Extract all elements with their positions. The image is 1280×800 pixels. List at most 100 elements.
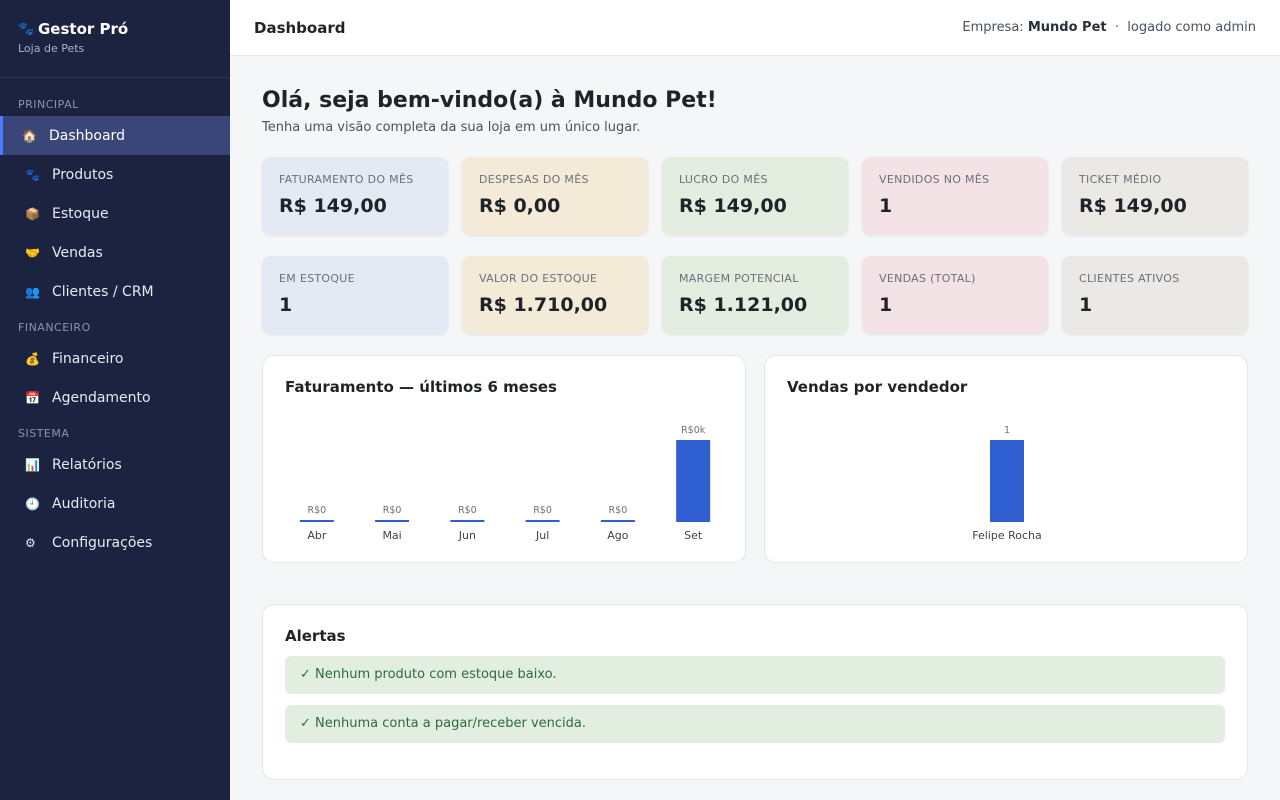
kpi-label: FATURAMENTO DO MÊS [279,173,414,186]
company-name: Mundo Pet [1027,20,1107,35]
company-label: Empresa: [962,20,1024,35]
tick-label: Mai [382,529,401,542]
kpi-label: VALOR DO ESTOQUE [479,272,598,285]
welcome-title: Olá, seja bem-vindo(a) à Mundo Pet! [262,88,717,113]
alerts-panel: Alertas ✓ Nenhum produto com estoque bai… [262,604,1248,780]
brand-subtitle: Loja de Pets [18,42,85,55]
sidebar-item-produtos[interactable]: 🐾 Produtos [0,155,230,194]
charts-row: R$0 Abr R$0 Mai R$0 Jun R$0 Jul R$0 Ago R$0k Set Fa… [262,355,1248,563]
welcome-subtitle: Tenha uma visão completa da sua loja em … [262,120,641,135]
data-label: 1 [1004,425,1010,436]
kpi-value: R$ 149,00 [279,195,387,217]
sellers-chart: 1 Felipe Rocha [972,425,1042,542]
sidebar-item-label: Dashboard [49,127,125,144]
sidebar-item-clientes[interactable]: 👥 Clientes / CRM [0,272,230,311]
kpi-card-valor-estoque: VALOR DO ESTOQUE R$ 1.710,00 [462,256,648,334]
sidebar-item-label: Estoque [52,205,109,222]
revenue-chart-panel: R$0 Abr R$0 Mai R$0 Jun R$0 Jul R$0 Ago R$0k Set Fa… [262,355,746,563]
kpi-value: R$ 0,00 [479,195,561,217]
money-bag-icon: 💰 [25,351,40,366]
data-label: R$0 [307,505,326,516]
sidebar-item-estoque[interactable]: 📦 Estoque [0,194,230,233]
bar-chart-icon: 📊 [25,457,40,472]
sidebar-item-relatorios[interactable]: 📊 Relatórios [0,445,230,484]
kpi-value: 1 [879,294,893,316]
sidebar-item-label: Vendas [52,244,103,261]
sidebar: 🐾 Gestor Pró Loja de Pets PRINCIPAL 🏠 Da… [0,0,230,800]
sidebar-item-financeiro[interactable]: 💰 Financeiro [0,339,230,378]
kpi-card-vendas-total: VENDAS (TOTAL) 1 [862,256,1048,334]
sidebar-item-auditoria[interactable]: 🕘 Auditoria [0,484,230,523]
section-financeiro: FINANCEIRO [18,321,91,334]
kpi-value: R$ 149,00 [679,195,787,217]
users-icon: 👥 [25,284,40,299]
kpi-label: VENDIDOS NO MÊS [879,173,990,186]
data-label: R$0 [458,505,477,516]
kpi-card-em-estoque: EM ESTOQUE 1 [262,256,448,334]
sidebar-item-label: Relatórios [52,456,122,473]
revenue-chart: R$0 Abr R$0 Mai R$0 Jun R$0 Jul R$0 Ago R$0k Set [299,425,711,542]
home-icon: 🏠 [22,128,37,143]
main-content: Olá, seja bem-vindo(a) à Mundo Pet! Tenh… [262,88,1248,780]
kpi-label: MARGEM POTENCIAL [679,272,799,285]
data-label: R$0 [533,505,552,516]
bar [450,520,485,522]
alert-item-stock: ✓ Nenhum produto com estoque baixo. [285,656,1225,694]
session-info: Empresa: Mundo Pet · logado como admin [962,20,1256,35]
brand-name: Gestor Pró [38,20,129,38]
calendar-icon: 📅 [25,390,40,405]
kpi-label: DESPESAS DO MÊS [479,173,589,186]
kpi-card-clientes: CLIENTES ATIVOS 1 [1062,256,1248,334]
tick-label: Set [684,529,703,542]
kpi-label: VENDAS (TOTAL) [879,272,976,285]
sellers-chart-panel: 1 Felipe Rocha Vendas por vendedor [764,355,1248,563]
paw-icon: 🐾 [25,167,40,182]
brand-title: 🐾 Gestor Pró [18,20,212,38]
kpi-value: R$ 149,00 [1079,195,1187,217]
kpi-card-lucro: LUCRO DO MÊS R$ 149,00 [662,157,848,235]
page-title: Dashboard [254,18,346,37]
kpi-card-faturamento: FATURAMENTO DO MÊS R$ 149,00 [262,157,448,235]
sidebar-item-agendamento[interactable]: 📅 Agendamento [0,378,230,417]
tick-label: Abr [307,529,327,542]
kpi-card-margem: MARGEM POTENCIAL R$ 1.121,00 [662,256,848,334]
kpi-label: EM ESTOQUE [279,272,355,285]
tick-label: Ago [607,529,629,542]
alerts-title: Alertas [285,627,346,645]
bar [990,440,1024,522]
sidebar-item-vendas[interactable]: 🤝 Vendas [0,233,230,272]
handshake-icon: 🤝 [25,245,40,260]
tick-label: Jul [535,529,549,542]
alert-item-accounts: ✓ Nenhuma conta a pagar/receber vencida. [285,705,1225,743]
tick-label: Jun [458,529,476,542]
data-label: R$0k [681,425,706,436]
kpi-row-2: EM ESTOQUE 1 VALOR DO ESTOQUE R$ 1.710,0… [262,256,1248,334]
data-label: R$0 [609,505,628,516]
kpi-card-despesas: DESPESAS DO MÊS R$ 0,00 [462,157,648,235]
paw-logo-icon: 🐾 [18,21,35,37]
sidebar-item-label: Clientes / CRM [52,283,154,300]
brand: 🐾 Gestor Pró Loja de Pets [0,0,230,78]
sidebar-item-label: Produtos [52,166,114,183]
sidebar-item-label: Auditoria [52,495,116,512]
logged-user: logado como admin [1127,20,1256,35]
kpi-label: TICKET MÉDIO [1079,173,1162,186]
data-label: R$0 [383,505,402,516]
box-icon: 📦 [25,206,40,221]
kpi-value: 1 [1079,294,1093,316]
revenue-chart-title: Faturamento — últimos 6 meses [285,378,557,396]
section-principal: PRINCIPAL [18,98,79,111]
kpi-row-1: FATURAMENTO DO MÊS R$ 149,00 DESPESAS DO… [262,157,1248,235]
kpi-value: R$ 1.710,00 [479,294,608,316]
topbar: Dashboard Empresa: Mundo Pet · logado co… [230,0,1280,56]
sidebar-item-label: Financeiro [52,350,124,367]
sidebar-item-label: Agendamento [52,389,151,406]
kpi-card-vendidos: VENDIDOS NO MÊS 1 [862,157,1048,235]
sidebar-item-dashboard[interactable]: 🏠 Dashboard [0,116,230,155]
kpi-label: CLIENTES ATIVOS [1079,272,1180,285]
kpi-label: LUCRO DO MÊS [679,173,768,186]
sidebar-item-configuracoes[interactable]: ⚙ Configurações [0,523,230,562]
bar [525,520,560,522]
clock-icon: 🕘 [25,496,40,511]
section-sistema: SISTEMA [18,427,70,440]
